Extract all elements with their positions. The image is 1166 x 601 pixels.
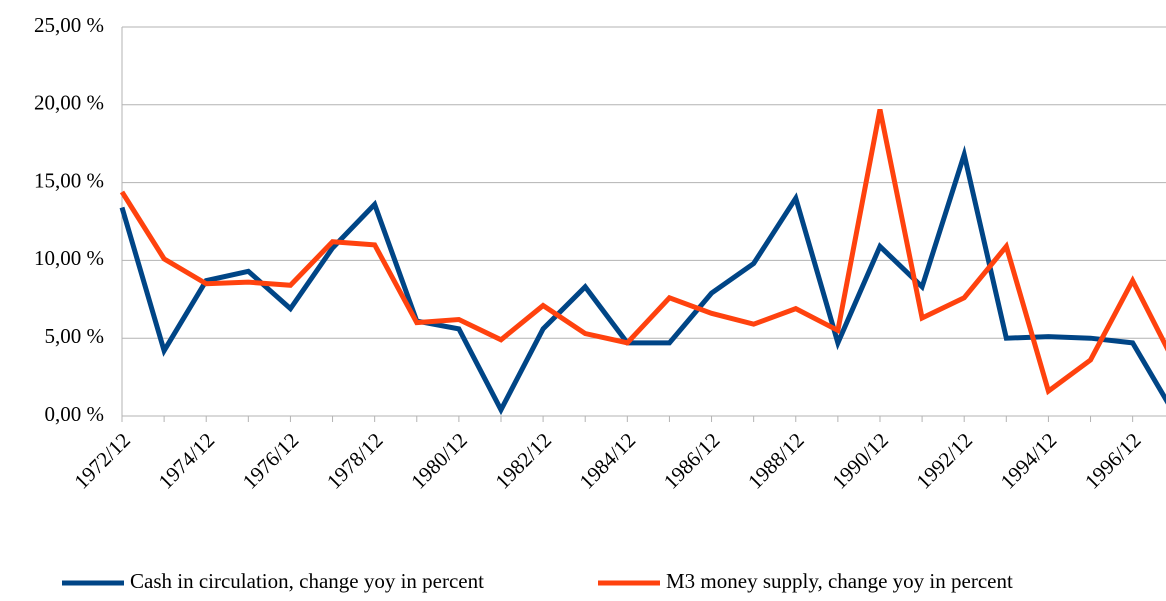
y-tick-label: 10,00 % [34, 246, 104, 270]
y-tick-label: 15,00 % [34, 168, 104, 192]
series-line [119, 145, 1166, 416]
x-tick-label: 1990/12 [827, 428, 893, 494]
x-tick-label: 1992/12 [911, 428, 977, 494]
legend-label: M3 money supply, change yoy in percent [666, 569, 1013, 593]
x-tick-label: 1988/12 [743, 428, 809, 494]
legend-label: Cash in circulation, change yoy in perce… [130, 569, 484, 593]
x-tick-label: 1978/12 [322, 428, 388, 494]
series-line [119, 108, 1166, 396]
y-tick-label: 20,00 % [34, 91, 104, 115]
plot [119, 108, 1166, 416]
y-tick-label: 5,00 % [45, 324, 105, 348]
x-tick-label: 1986/12 [659, 428, 725, 494]
y-tick-label: 25,00 % [34, 13, 104, 37]
x-tick-label: 1980/12 [406, 428, 472, 494]
x-tick-label: 1982/12 [490, 428, 556, 494]
x-tick-label: 1972/12 [69, 428, 135, 494]
x-tick-label: 1984/12 [575, 428, 641, 494]
x-tick-label: 1974/12 [154, 428, 220, 494]
x-tick-label: 1994/12 [996, 428, 1062, 494]
x-tick-label: 1996/12 [1080, 428, 1146, 494]
x-tick-label: 1976/12 [238, 428, 304, 494]
y-tick-label: 0,00 % [45, 402, 105, 426]
